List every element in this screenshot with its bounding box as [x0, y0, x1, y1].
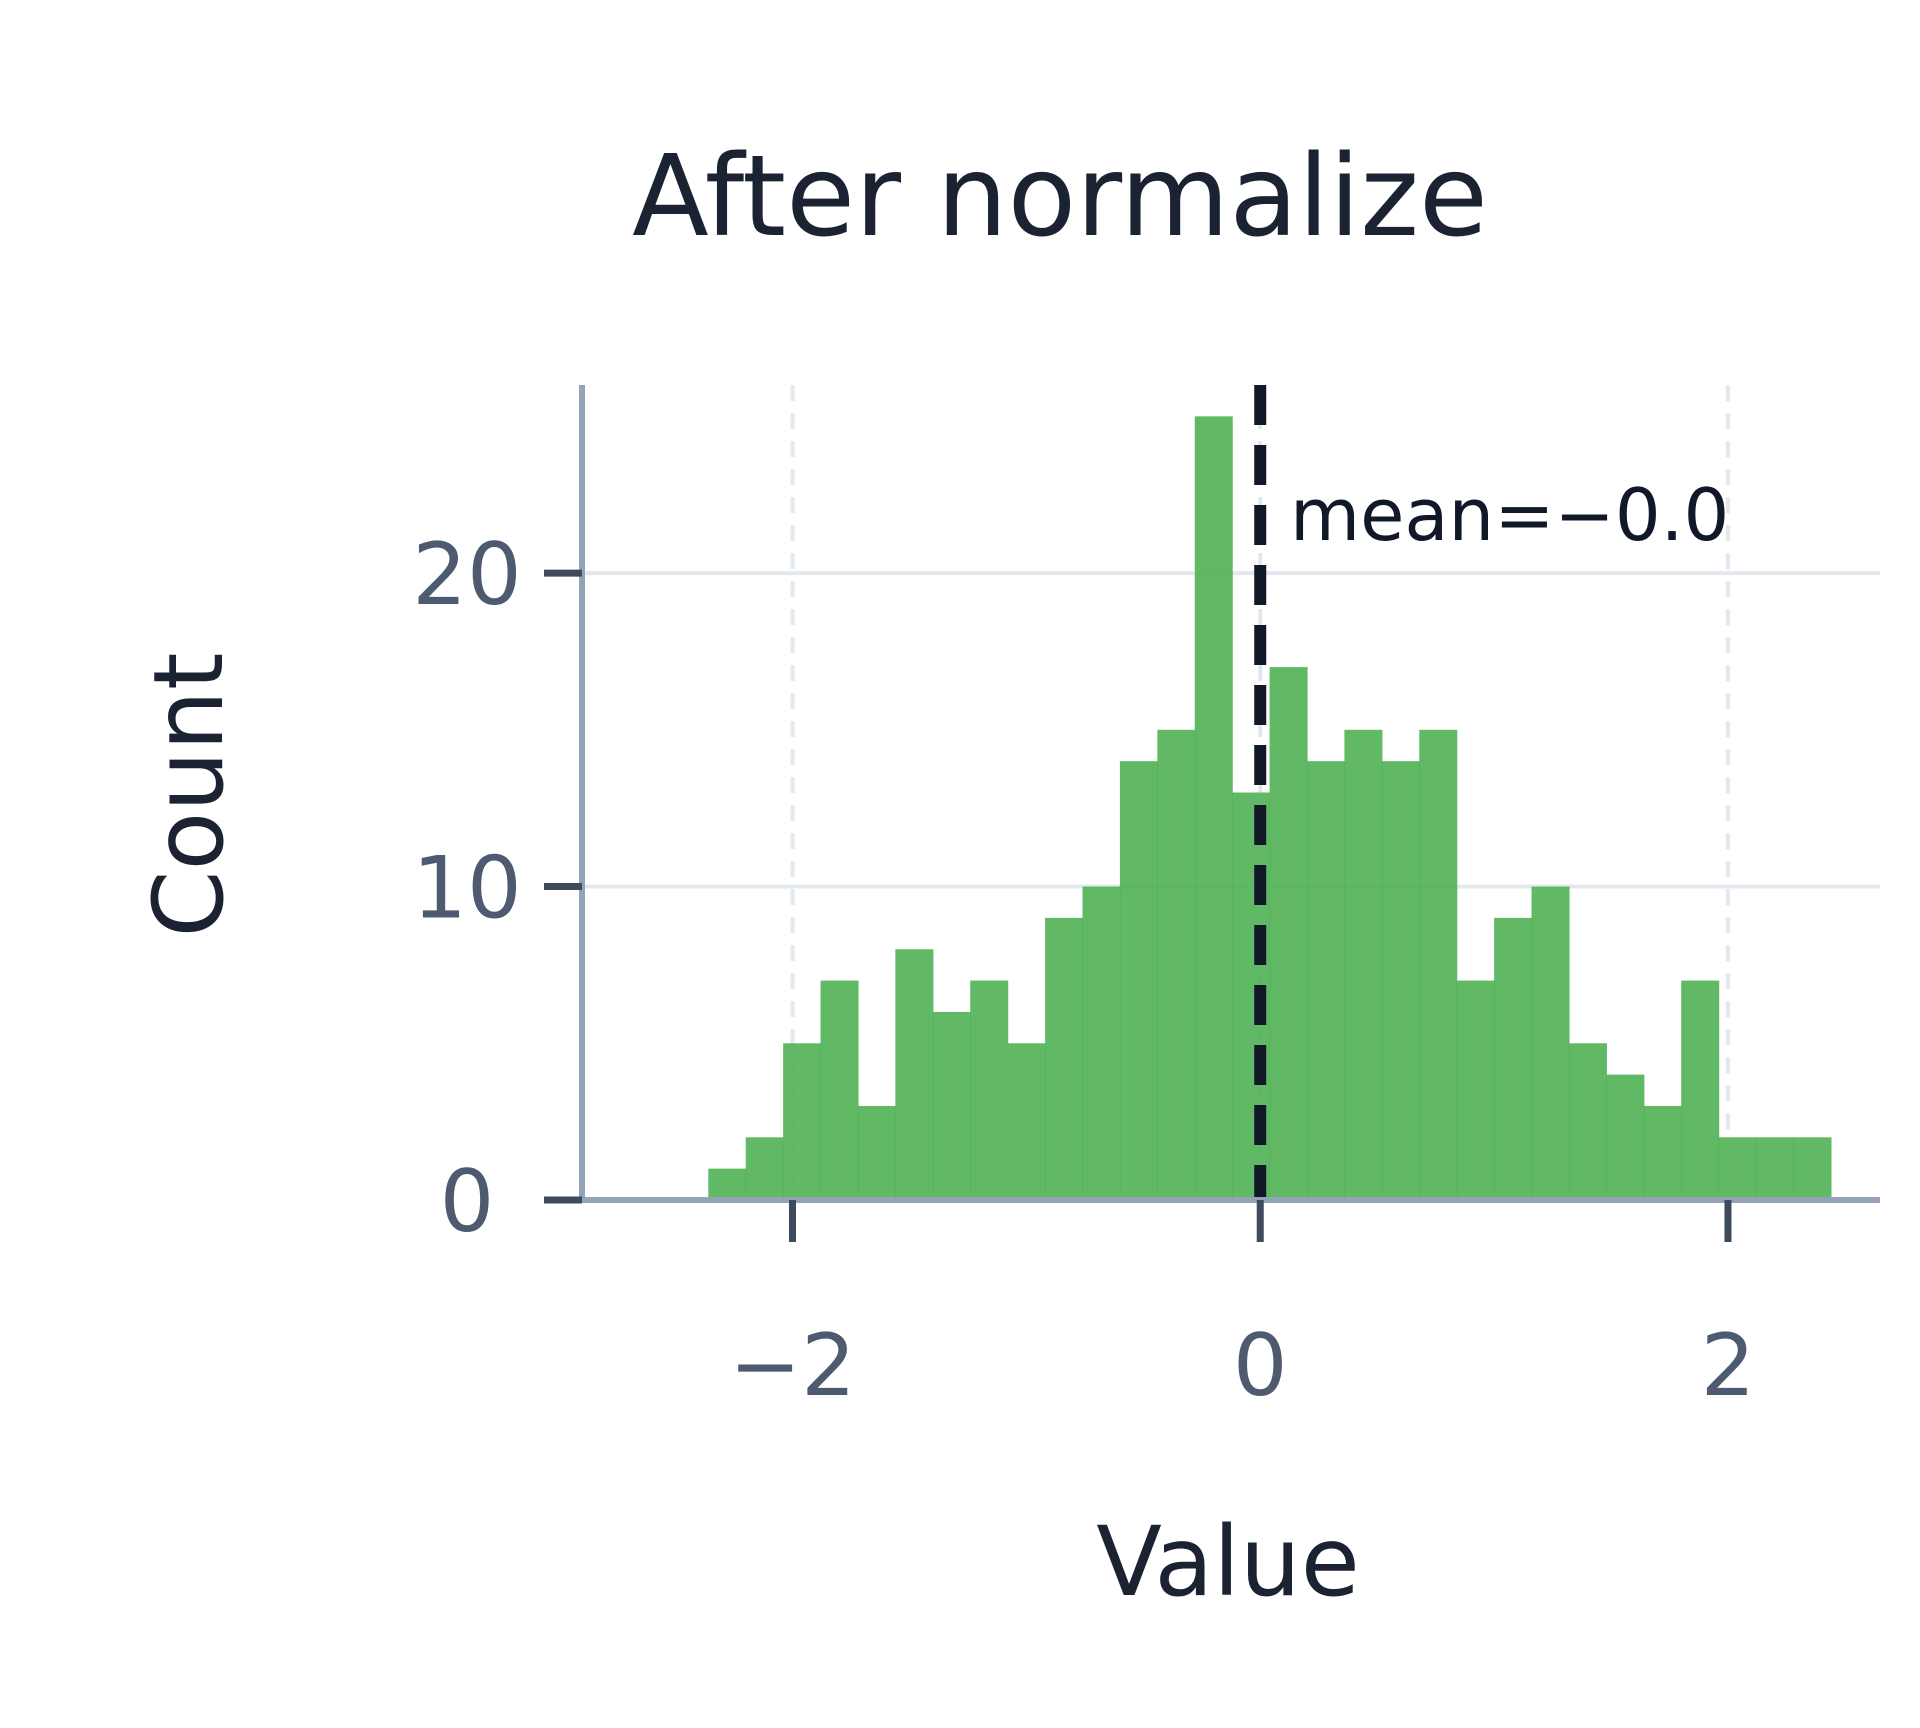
histogram-bar: [1269, 667, 1308, 1200]
histogram-bar: [1643, 1105, 1682, 1200]
histogram-bar: [1756, 1137, 1795, 1200]
histogram-bar: [1568, 1043, 1607, 1200]
histogram-bar: [1531, 886, 1570, 1200]
x-axis-label: Value: [1096, 1506, 1360, 1618]
histogram-bar: [1157, 729, 1196, 1200]
chart-title: After normalize: [632, 132, 1488, 262]
y-tick-label: 10: [412, 839, 521, 939]
x-tick-label: 2: [1701, 1316, 1756, 1416]
y-tick-label: 20: [412, 525, 521, 625]
histogram-bar: [970, 980, 1009, 1200]
histogram-bar: [1082, 886, 1121, 1200]
histogram-bar: [1606, 1074, 1645, 1200]
histogram-bar: [1456, 980, 1495, 1200]
y-axis-label: Count: [133, 652, 245, 937]
histogram-bar: [1007, 1043, 1046, 1200]
histogram-bar: [1307, 761, 1346, 1200]
histogram-bar: [1681, 980, 1720, 1200]
histogram-bar: [1381, 761, 1420, 1200]
tick-labels: 0 10 20 −2 0 2: [412, 525, 1755, 1416]
histogram-bar: [1718, 1137, 1757, 1200]
histogram-bar: [1793, 1137, 1832, 1200]
y-tick-label: 0: [440, 1152, 495, 1252]
histogram-bar: [820, 980, 859, 1200]
histogram-bar: [1494, 917, 1533, 1200]
histogram-bar: [857, 1105, 896, 1200]
x-tick-label: 0: [1233, 1316, 1288, 1416]
histogram-bars: [708, 416, 1832, 1200]
axes: [544, 385, 1880, 1242]
histogram-bar: [1419, 729, 1458, 1200]
histogram-bar: [708, 1168, 747, 1200]
histogram-bar: [1045, 917, 1084, 1200]
histogram-bar: [895, 949, 934, 1200]
mean-annotation: mean=−0.0: [1290, 473, 1729, 557]
histogram-bar: [783, 1043, 822, 1200]
histogram-bar: [932, 1011, 971, 1200]
histogram-bar: [1119, 761, 1158, 1200]
histogram-bar: [745, 1137, 784, 1200]
x-tick-label: −2: [729, 1316, 856, 1416]
histogram-bar: [1194, 416, 1233, 1200]
histogram-bar: [1344, 729, 1383, 1200]
